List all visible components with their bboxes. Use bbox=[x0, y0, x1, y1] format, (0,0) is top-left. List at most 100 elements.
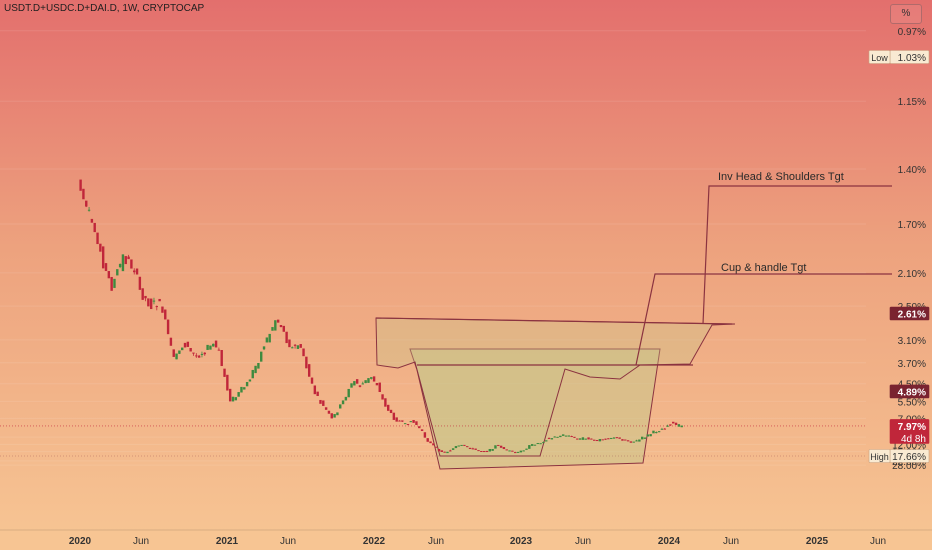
candle bbox=[525, 448, 528, 450]
candle bbox=[530, 444, 534, 446]
candle bbox=[652, 430, 655, 434]
candle bbox=[336, 412, 339, 416]
candle bbox=[375, 383, 379, 386]
candle bbox=[392, 412, 396, 420]
candle bbox=[539, 443, 542, 445]
x-tick-label: Jun bbox=[870, 536, 886, 547]
candle bbox=[491, 449, 494, 451]
candle bbox=[559, 435, 562, 438]
candle bbox=[260, 351, 263, 362]
candle bbox=[330, 413, 333, 419]
candle bbox=[127, 256, 130, 260]
candle bbox=[494, 445, 497, 449]
candle bbox=[121, 254, 125, 272]
candle bbox=[395, 417, 398, 422]
x-tick-label: Jun bbox=[723, 536, 739, 547]
candle bbox=[629, 441, 633, 443]
candle bbox=[378, 382, 381, 392]
candle bbox=[674, 422, 678, 425]
candle bbox=[113, 278, 116, 288]
candle bbox=[403, 423, 407, 425]
candle bbox=[195, 355, 198, 357]
candle bbox=[516, 451, 520, 453]
candle bbox=[423, 432, 427, 438]
candle bbox=[327, 410, 331, 414]
candle bbox=[161, 306, 164, 313]
candle bbox=[282, 325, 285, 332]
x-tick-label: 2022 bbox=[363, 536, 386, 547]
candle bbox=[164, 309, 167, 320]
y-tick-label: 2.10% bbox=[898, 269, 926, 280]
candle bbox=[511, 450, 514, 452]
candle bbox=[307, 364, 311, 377]
candle bbox=[621, 439, 624, 441]
candle bbox=[590, 438, 593, 440]
candle bbox=[680, 425, 683, 428]
candle bbox=[99, 243, 102, 252]
candle bbox=[237, 392, 240, 397]
candle bbox=[576, 438, 579, 440]
candle bbox=[626, 440, 630, 442]
candle bbox=[432, 443, 435, 446]
price-label: 4.89% bbox=[898, 387, 926, 398]
y-tick-label: 12.00% bbox=[892, 440, 926, 451]
candle bbox=[212, 343, 215, 347]
candle bbox=[437, 448, 441, 452]
price-label: 1.03% bbox=[898, 53, 926, 64]
candle bbox=[502, 447, 506, 450]
candle bbox=[595, 440, 599, 442]
candle bbox=[573, 436, 576, 438]
candle bbox=[624, 439, 627, 441]
candle bbox=[649, 434, 652, 437]
candle bbox=[214, 340, 218, 348]
y-tick-label: 1.15% bbox=[898, 97, 926, 108]
candle bbox=[276, 319, 280, 323]
candle bbox=[567, 435, 571, 437]
candle bbox=[310, 377, 314, 384]
candle bbox=[542, 442, 545, 444]
candle bbox=[463, 444, 466, 446]
candle bbox=[265, 337, 269, 343]
candle bbox=[660, 428, 664, 430]
candle bbox=[341, 400, 345, 405]
candle bbox=[353, 381, 356, 386]
candle bbox=[564, 435, 568, 437]
x-tick-label: Jun bbox=[280, 536, 296, 547]
candle bbox=[412, 420, 415, 423]
candle bbox=[497, 444, 500, 446]
x-tick-label: 2023 bbox=[510, 536, 533, 547]
candle bbox=[553, 436, 556, 438]
inv-hs-label: Inv Head & Shoulders Tgt bbox=[718, 171, 844, 183]
candle bbox=[293, 344, 297, 346]
candle bbox=[672, 421, 675, 424]
candle bbox=[536, 443, 539, 445]
candle bbox=[460, 444, 463, 446]
price-label: 2.61% bbox=[898, 310, 926, 321]
candle bbox=[274, 320, 277, 331]
candle bbox=[488, 448, 492, 452]
candle bbox=[262, 346, 266, 350]
y-tick-label: 5.50% bbox=[898, 397, 926, 408]
candle bbox=[485, 451, 489, 453]
candle bbox=[429, 441, 432, 444]
candle bbox=[135, 268, 139, 275]
candle bbox=[172, 349, 175, 357]
price-tag-box bbox=[868, 449, 891, 463]
candle bbox=[519, 450, 523, 453]
percent-scale-toggle[interactable]: % bbox=[890, 4, 922, 24]
y-tick-label: 3.70% bbox=[898, 359, 926, 370]
candle bbox=[234, 397, 238, 401]
candle bbox=[243, 387, 246, 390]
candle bbox=[584, 438, 587, 440]
candle bbox=[474, 448, 477, 450]
candle bbox=[604, 438, 607, 440]
neckline bbox=[375, 317, 733, 325]
candle bbox=[209, 345, 212, 350]
candle bbox=[632, 441, 635, 443]
candle bbox=[305, 356, 308, 369]
x-tick-label: 2025 bbox=[806, 536, 829, 547]
candle bbox=[418, 426, 421, 429]
candle bbox=[446, 451, 449, 454]
candle bbox=[607, 438, 610, 440]
